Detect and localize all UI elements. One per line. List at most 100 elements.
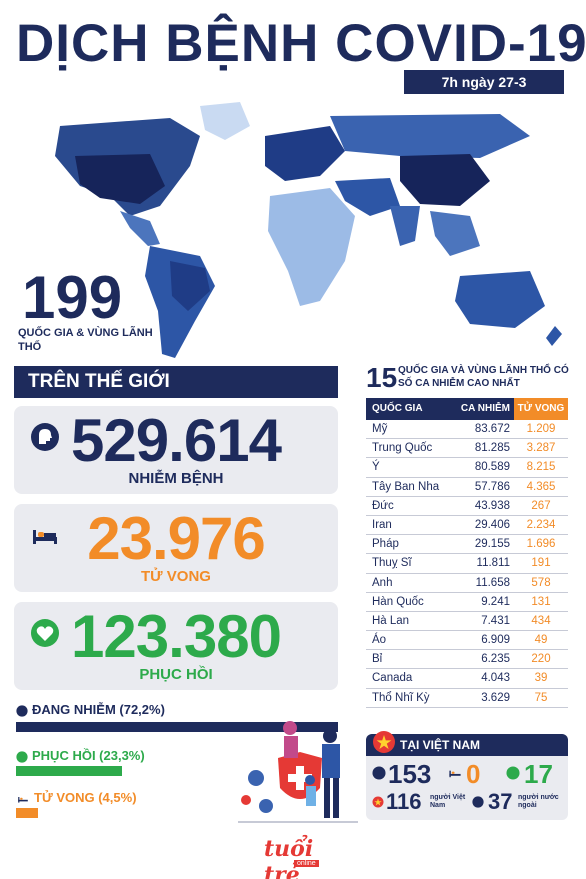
deaths-row: TỬ VONG (4,5%) xyxy=(16,790,137,805)
recovered-row: PHỤC HỒI (23,3%) xyxy=(16,748,145,763)
deaths-cell: 49 xyxy=(534,634,548,647)
heart-icon xyxy=(31,619,59,647)
table-row: Trung Quốc 81.285 3.287 xyxy=(366,439,568,459)
recovered-value: 123.380 xyxy=(71,603,282,670)
deaths-cell: 220 xyxy=(531,653,551,666)
heart-icon xyxy=(16,750,28,763)
family-shield-illustration xyxy=(238,721,358,823)
country-cell: Đức xyxy=(372,499,394,512)
recovered-stat-card: 123.380 PHỤC HỒI xyxy=(14,602,338,690)
vietnam-flag-icon xyxy=(373,731,395,753)
world-map xyxy=(55,102,562,358)
vietnam-deaths-value: 0 xyxy=(466,759,481,789)
table-row: Hà Lan 7.431 434 xyxy=(366,612,568,632)
heart-icon xyxy=(506,766,520,780)
recovered-percent-label: PHỤC HỒI (23,3%) xyxy=(32,748,145,763)
column-header-country: QUỐC GIA xyxy=(372,403,423,414)
person-head-icon xyxy=(472,796,484,808)
person-head-icon xyxy=(372,766,386,780)
deaths-percent-label: TỬ VONG (4,5%) xyxy=(34,790,137,805)
cases-cell: 7.431 xyxy=(481,614,510,627)
cases-cell: 3.629 xyxy=(481,691,510,704)
table-row: Pháp 29.155 1.696 xyxy=(366,535,568,555)
table-row: Áo 6.909 49 xyxy=(366,631,568,651)
map-southeast-asia xyxy=(430,211,480,256)
table-header: QUỐC GIA CA NHIỄM TỬ VONG xyxy=(366,398,568,420)
deaths-bar xyxy=(16,808,38,818)
deaths-cell: 267 xyxy=(531,499,551,512)
active-cases-bar xyxy=(16,722,338,732)
map-europe xyxy=(265,126,345,181)
foreign-cases-value: 37 xyxy=(488,789,513,814)
logo-sub: online xyxy=(294,860,319,867)
infected-stat-card: 529.614 NHIỄM BỆNH xyxy=(14,406,338,494)
recovered-label: PHỤC HỒI xyxy=(139,666,213,683)
table-row: Tây Ban Nha 57.786 4.365 xyxy=(366,478,568,497)
country-cell: Mỹ xyxy=(372,423,388,435)
deaths-cell: 434 xyxy=(531,614,551,627)
vietnam-header: TẠI VIỆT NAM xyxy=(366,734,568,756)
cases-cell: 80.589 xyxy=(474,461,510,474)
map-central-america xyxy=(120,211,160,246)
country-cell: Canada xyxy=(372,672,413,685)
infected-label: NHIỄM BỆNH xyxy=(128,470,224,487)
cases-cell: 6.235 xyxy=(481,653,510,666)
bed-icon xyxy=(18,796,28,803)
top15-title: QUỐC GIA VÀ VÙNG LÃNH THỔ CÓ SỐ CA NHIỄM… xyxy=(398,365,569,389)
table-row: Iran 29.406 2.234 xyxy=(366,516,568,536)
map-india xyxy=(390,206,420,246)
country-cell: Thổ Nhĩ Kỳ xyxy=(372,691,430,704)
country-cell: Hàn Quốc xyxy=(372,595,424,608)
cases-cell: 83.672 xyxy=(474,423,510,435)
cases-cell: 11.811 xyxy=(476,557,510,570)
world-section-header: TRÊN THẾ GIỚI xyxy=(14,366,338,398)
tuoi-tre-logo: tuổi trẻ online xyxy=(264,836,344,879)
map-middle-east xyxy=(335,178,400,216)
country-cell: Trung Quốc xyxy=(372,442,433,455)
bed-icon xyxy=(33,530,57,544)
vietnam-card: TẠI VIỆT NAM 153 0 17 116 người Việt Nam… xyxy=(366,731,568,820)
deaths-cell: 75 xyxy=(534,691,548,704)
deaths-label: TỬ VONG xyxy=(141,568,211,585)
table-row: Ý 80.589 8.215 xyxy=(366,458,568,478)
cases-cell: 11.658 xyxy=(475,576,510,589)
deaths-cell: 1.209 xyxy=(526,423,556,435)
deaths-cell: 131 xyxy=(531,595,551,608)
map-china xyxy=(400,154,490,206)
map-russia xyxy=(330,114,530,158)
cases-cell: 9.241 xyxy=(481,595,510,608)
active-cases-label: ĐANG NHIỄM (72,2%) xyxy=(32,702,165,717)
vietnam-recovered-value: 17 xyxy=(524,759,553,789)
deaths-cell: 8.215 xyxy=(526,461,556,474)
table-row: Anh 11.658 578 xyxy=(366,574,568,593)
map-usa xyxy=(75,154,165,204)
cases-cell: 29.406 xyxy=(474,518,510,531)
country-cell: Iran xyxy=(372,518,392,531)
column-header-deaths: TỬ VONG xyxy=(514,398,568,420)
table-row: Hàn Quốc 9.241 131 xyxy=(366,593,568,612)
deaths-cell: 2.234 xyxy=(526,518,556,531)
map-australia xyxy=(455,271,545,328)
table-row: Thổ Nhĩ Kỳ 3.629 75 xyxy=(366,689,568,708)
country-cell: Anh xyxy=(372,576,393,589)
column-header-cases: CA NHIỄM xyxy=(460,403,510,414)
country-count: 199 xyxy=(22,264,123,331)
country-count-label: QUỐC GIA & VÙNG LÃNH THỔ xyxy=(18,327,153,353)
table-row: Canada 4.043 39 xyxy=(366,669,568,689)
vietnam-infected-value: 153 xyxy=(388,759,432,789)
foreign-cases-label: người nước ngoài xyxy=(518,794,559,809)
recovered-bar xyxy=(16,766,122,776)
deaths-cell: 4.365 xyxy=(526,480,556,493)
table-row: Đức 43.938 267 xyxy=(366,497,568,516)
cases-cell: 43.938 xyxy=(474,499,510,512)
deaths-cell: 191 xyxy=(531,557,551,570)
vietnamese-cases-label: người Việt Nam xyxy=(430,794,466,809)
table-body: Mỹ 83.672 1.209 Trung Quốc 81.285 3.287 Ý 80.58… xyxy=(366,420,568,708)
country-cell: Bỉ xyxy=(372,653,383,666)
page-title: DỊCH BỆNH COVID-19 xyxy=(16,14,586,73)
country-cell: Hà Lan xyxy=(372,614,410,627)
map-brazil xyxy=(170,261,210,311)
cases-cell: 4.043 xyxy=(481,672,510,685)
deaths-cell: 3.287 xyxy=(526,442,556,455)
bed-icon xyxy=(449,770,461,778)
